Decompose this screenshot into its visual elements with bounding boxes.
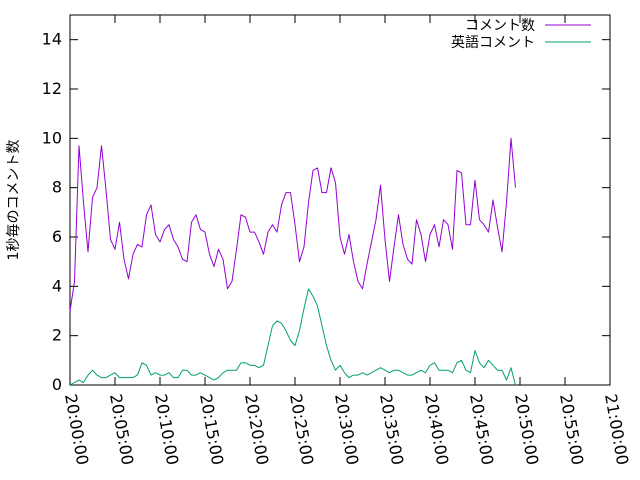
legend-label-2: 英語コメント [451,34,535,51]
y-tick-label: 6 [52,227,62,246]
series-line-2 [69,288,516,386]
y-tick-label: 4 [52,276,62,295]
y-tick-label: 8 [52,178,62,197]
series-line-1 [69,137,516,312]
legend-label-1: コメント数 [465,18,535,34]
y-tick-label: 12 [42,79,62,98]
y-tick-label: 2 [52,326,62,345]
y-tick-label: 10 [42,128,62,147]
y-tick-label: 14 [42,30,62,49]
y-axis-label: 1秒毎のコメント数 [6,140,22,261]
y-tick-label: 0 [52,375,62,394]
